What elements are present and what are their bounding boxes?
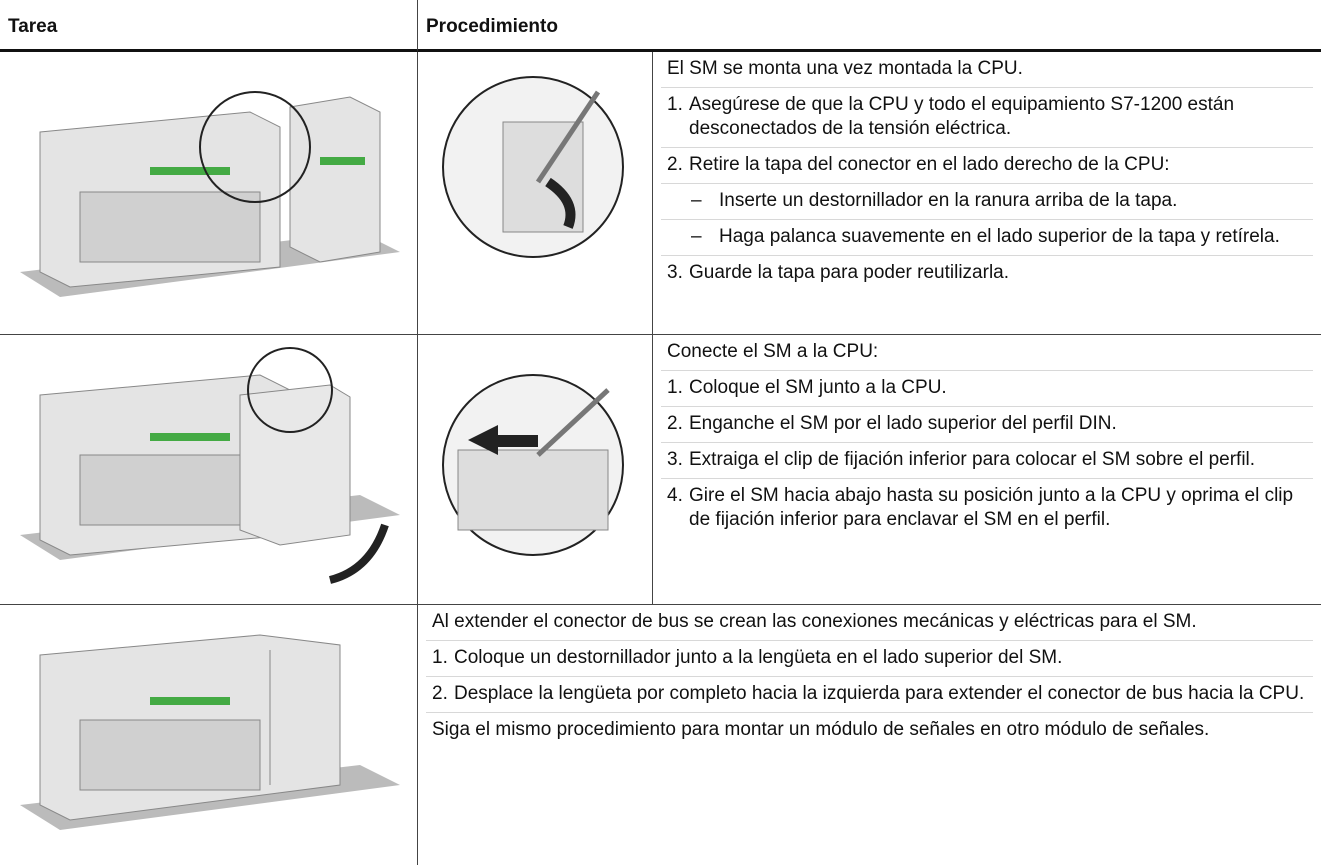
procedure-item: – Inserte un destornillador en la ranura … [661,184,1313,220]
bullet: – [691,226,702,247]
procedure-cell: El SM se monta una vez montada la CPU. 1.… [653,52,1321,335]
illustration [20,91,400,297]
item-text: Desplace la lengüeta por completo hacia … [454,683,1305,704]
step-number: 2. [667,413,683,434]
procedure-item: Al extender el conector de bus se crean … [426,605,1313,641]
illustration [442,374,624,556]
illustration [20,347,400,584]
item-text: Conecte el SM a la CPU: [667,341,879,362]
item-text: Enganche el SM por el lado superior del … [689,413,1117,434]
procedure-item: 2. Retire la tapa del conector en el lado… [661,148,1313,184]
item-text: Al extender el conector de bus se crean … [432,611,1197,632]
bullet: – [691,190,702,211]
image-cell [418,52,653,335]
step-number: 1. [667,377,683,398]
item-text: Coloque un destornillador junto a la len… [454,647,1063,668]
header-procedure: Procedimiento [418,0,1321,52]
procedure-item: Siga el mismo procedimiento para montar … [426,713,1313,748]
item-text: Inserte un destornillador en la ranura a… [719,190,1178,211]
item-text: Asegúrese de que la CPU y todo el equipa… [689,94,1235,139]
procedure-item: 1. Asegúrese de que la CPU y todo el equi… [661,88,1313,148]
item-text: Gire el SM hacia abajo hasta su posición… [689,485,1294,530]
item-text: Guarde la tapa para poder reutilizarla. [689,262,1010,283]
step-number: 3. [667,449,683,470]
step-number: 2. [432,683,448,704]
item-text: El SM se monta una vez montada la CPU. [667,58,1023,79]
procedure-item: – Haga palanca suavemente en el lado supe… [661,220,1313,256]
procedure-item: 3. Guarde la tapa para poder reutilizarla… [661,256,1313,291]
procedure-item: El SM se monta una vez montada la CPU. [661,52,1313,88]
step-number: 4. [667,485,683,506]
item-text: Haga palanca suavemente en el lado super… [719,226,1280,247]
item-text: Extraiga el clip de fijación inferior pa… [689,449,1256,470]
step-number: 1. [667,94,683,115]
image-cell [0,52,418,335]
illustration [20,634,400,830]
item-text: Coloque el SM junto a la CPU. [689,377,947,398]
image-cell [0,605,418,865]
procedure-cell: Conecte el SM a la CPU: 1. Coloque el SM j… [653,335,1321,605]
procedure-cell: Al extender el conector de bus se crean … [418,605,1321,865]
item-text: Siga el mismo procedimiento para montar … [432,719,1210,740]
image-cell [418,335,653,605]
procedure-item: 1. Coloque el SM junto a la CPU. [661,371,1313,407]
procedure-item: 2. Desplace la lengüeta por completo haci… [426,677,1313,713]
image-cell [0,335,418,605]
illustration [442,76,624,258]
procedure-item: 3. Extraiga el clip de fijación inferior … [661,443,1313,479]
step-number: 1. [432,647,448,668]
header-task: Tarea [0,0,418,52]
procedure-item: 1. Coloque un destornillador junto a la l… [426,641,1313,677]
procedure-item: 4. Gire el SM hacia abajo hasta su posici… [661,479,1313,538]
step-number: 2. [667,154,683,175]
item-text: Retire la tapa del conector en el lado d… [689,154,1170,175]
step-number: 3. [667,262,683,283]
procedure-item: 2. Enganche el SM por el lado superior de… [661,407,1313,443]
procedure-item: Conecte el SM a la CPU: [661,335,1313,371]
